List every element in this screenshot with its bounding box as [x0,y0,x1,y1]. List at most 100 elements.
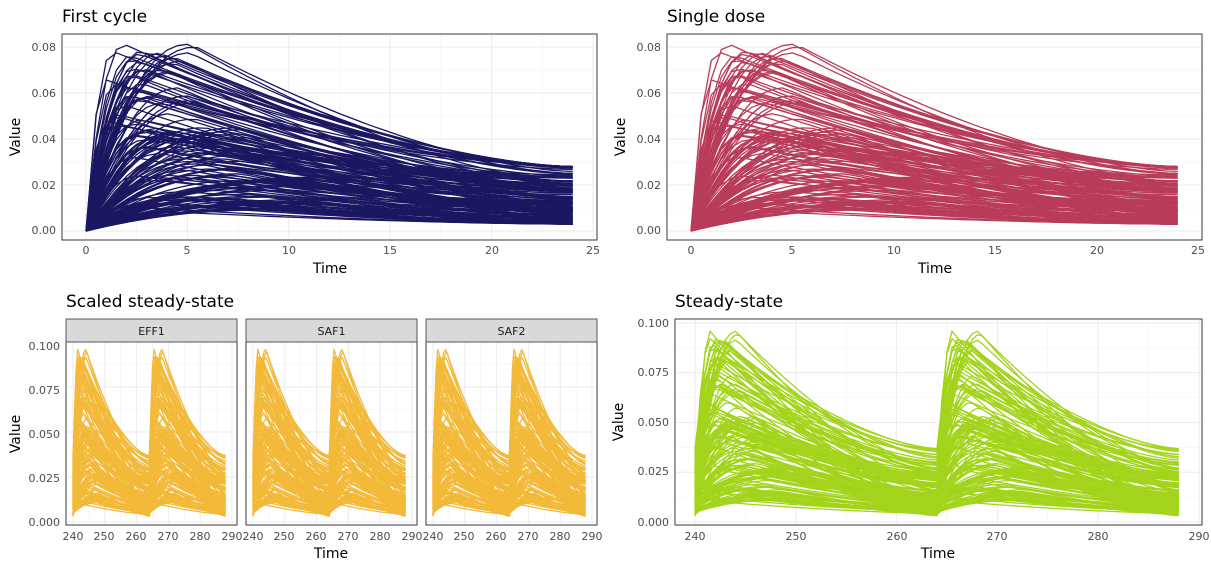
series-lines [72,348,586,517]
x-tick-label: 270 [338,530,359,543]
series-lines [85,43,573,232]
panel-steady-state: Steady-state 0.100 0.075 0.050 0.025 0.0… [611,292,1210,562]
y-tick-label: 0.04 [637,133,662,146]
series-line [85,102,573,232]
series-line [85,158,573,232]
y-tick-label: 0.100 [29,340,61,353]
series-line [252,396,406,471]
series-line [252,463,406,497]
series-line [694,498,1179,513]
y-tick-label: 0.000 [638,516,670,529]
series-line [690,83,1178,232]
x-tick-label: 5 [789,244,796,257]
series-line [432,493,586,512]
series-line [72,470,226,500]
series-line [85,146,573,232]
panel-title: Scaled steady-state [66,292,234,312]
x-tick-label: 10 [282,244,296,257]
series-line [694,486,1179,507]
panel-scaled-steady-state: Scaled steady-state EFF1 SAF1 SAF2 0.100… [8,292,603,562]
facet-label-saf2: SAF2 [497,325,525,338]
x-tick-label: 290 [1189,530,1210,543]
series-line [85,129,573,232]
x-tick-label: 290 [402,530,423,543]
series-line [72,501,226,514]
panel-first-cycle: First cycle 0.08 0.06 0.04 0.02 0.00 0 5… [8,7,600,277]
series-line [690,174,1178,232]
x-tick-label: 240 [243,530,264,543]
series-line [690,53,1178,232]
facet-border [65,341,238,526]
axis-ticks: 0.100 0.075 0.050 0.025 0.000 240 250 26… [29,340,603,543]
y-tick-label: 0.025 [29,472,61,485]
series-line [85,43,573,232]
panel-title: First cycle [62,7,147,27]
axis-ticks: 0.08 0.06 0.04 0.02 0.00 0 5 10 15 20 25 [637,41,1206,257]
series-line [72,359,226,494]
series-line [85,209,573,232]
series-line [85,114,573,232]
y-tick-label: 0.08 [637,41,662,54]
series-line [252,489,406,509]
y-axis-label: Value [8,415,24,453]
series-line [72,397,226,476]
series-line [694,490,1179,511]
series-line [690,146,1178,232]
series-line [690,95,1178,232]
series-line [432,504,586,515]
series-line [694,457,1179,494]
series-line [85,52,573,232]
series-line [85,146,573,232]
series-line [85,96,573,232]
series-line [85,160,573,232]
x-tick-label: 270 [518,530,539,543]
y-tick-label: 0.050 [638,416,670,429]
x-tick-label: 280 [550,530,571,543]
series-line [72,463,226,497]
x-tick-label: 250 [274,530,295,543]
x-tick-label: 15 [988,244,1002,257]
x-tick-label: 270 [987,530,1008,543]
y-tick-label: 0.00 [32,224,57,237]
y-tick-label: 0.06 [32,87,57,100]
x-axis-label: Time [920,546,955,562]
y-axis-label: Value [613,118,629,156]
x-tick-label: 240 [63,530,84,543]
x-tick-label: 15 [383,244,397,257]
series-line [690,136,1178,232]
y-tick-label: 0.100 [638,317,670,330]
series-line [690,177,1178,232]
x-tick-label: 270 [158,530,179,543]
panel-title: Steady-state [675,292,783,312]
series-line [690,160,1178,232]
plot-border [666,33,1203,241]
series-line [690,129,1178,232]
series-line [694,340,1179,475]
series-line [72,472,226,508]
panel-title: Single dose [667,7,765,27]
x-tick-label: 280 [1088,530,1109,543]
x-tick-label: 20 [1090,244,1104,257]
series-line [85,196,573,232]
series-line [690,196,1178,232]
y-tick-label: 0.050 [29,428,61,441]
series-line [85,136,573,232]
series-line [85,119,573,232]
series-line [432,489,586,509]
series-line [252,472,406,508]
y-tick-label: 0.075 [638,366,670,379]
axis-ticks: 0.100 0.075 0.050 0.025 0.000 240 250 26… [638,317,1210,543]
series-line [694,425,1179,480]
x-tick-label: 250 [454,530,475,543]
series-line [252,504,406,515]
series-line [85,95,573,232]
x-tick-label: 290 [222,530,243,543]
series-line [690,137,1178,232]
series-line [694,502,1179,515]
series-line [690,158,1178,232]
panel-single-dose: Single dose 0.08 0.06 0.04 0.02 0.00 0 5… [613,7,1205,277]
series-line [690,52,1178,232]
x-tick-label: 260 [887,530,908,543]
y-tick-label: 0.02 [32,179,57,192]
